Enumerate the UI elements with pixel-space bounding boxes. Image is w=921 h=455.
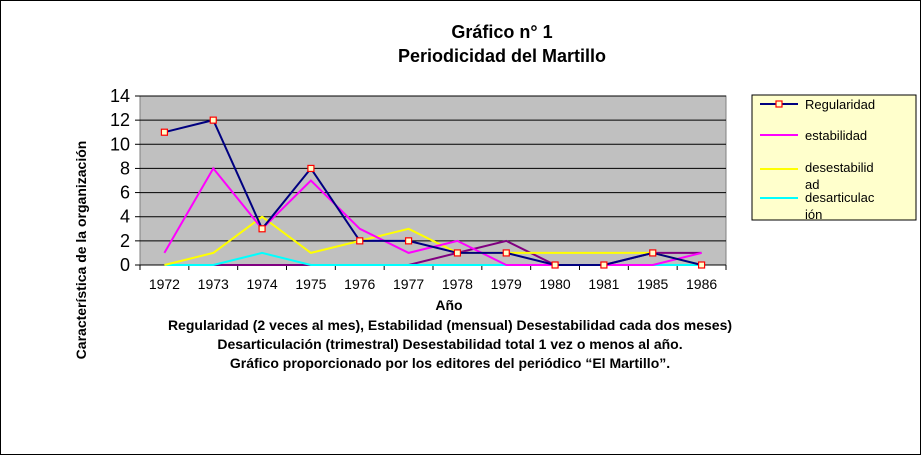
legend-label-estabilidad: estabilidad	[805, 128, 867, 143]
x-axis-ticks: 1972 1973 1974 1975 1976 1977 1978 1979 1980 1981…	[139, 265, 727, 292]
legend-label-desarticulacion-1: desarticulac	[805, 190, 875, 205]
series-point-0	[551, 261, 559, 269]
x-tick-label: 1974	[247, 276, 278, 292]
y-tick-label: 2	[120, 231, 130, 251]
x-tick-label: 1980	[540, 276, 571, 292]
series-point-0	[453, 249, 462, 257]
chart-title-line1: Gráfico n° 1	[451, 22, 552, 42]
series-line-2	[164, 215, 702, 266]
y-tick-label: 6	[120, 183, 130, 203]
series-point-0	[209, 116, 217, 124]
series-point-0	[160, 128, 169, 136]
x-tick-label: 1973	[198, 276, 229, 292]
series-point-0	[404, 237, 413, 245]
x-tick-label: 1975	[295, 276, 326, 292]
series-point-0	[600, 261, 608, 269]
series-point-0	[649, 249, 657, 257]
series-point-0	[502, 249, 510, 257]
y-tick-label: 0	[120, 255, 130, 275]
x-tick-label: 1976	[344, 276, 375, 292]
note-line-1: Regularidad (2 veces al mes), Estabilida…	[168, 317, 732, 333]
y-tick-label: 12	[110, 110, 130, 130]
series-point-0	[356, 237, 364, 245]
x-tick-label: 1978	[442, 276, 473, 292]
x-tick-label: 1985	[637, 276, 668, 292]
legend-marker-regularidad	[775, 100, 783, 108]
legend-label-regularidad: Regularidad	[805, 97, 875, 112]
y-tick-label: 8	[120, 158, 130, 178]
legend-label-desestabilidad-2: ad	[805, 177, 819, 192]
series-point-0	[697, 261, 706, 269]
y-tick-label: 14	[110, 86, 130, 106]
chart-title-line2: Periodicidad del Martillo	[398, 46, 606, 66]
series-lines	[160, 116, 706, 269]
legend: Regularidad estabilidad desestabilid ad …	[751, 94, 917, 222]
plot-area	[139, 95, 727, 266]
y-tick-label: 4	[120, 207, 130, 227]
series-point-0	[307, 164, 315, 173]
y-tick-label: 10	[110, 134, 130, 154]
y-axis-ticks: 0 2 4 6 8 10 12 14	[110, 86, 140, 275]
series-line-0	[164, 118, 702, 266]
x-tick-label: 1986	[686, 276, 717, 292]
y-axis-label: Característica de la organización	[73, 141, 89, 360]
legend-label-desarticulacion-2: ión	[805, 207, 822, 222]
x-tick-label: 1981	[588, 276, 619, 292]
series-point-0	[258, 225, 266, 233]
x-tick-label: 1979	[491, 276, 522, 292]
legend-box	[751, 94, 917, 221]
note-line-2: Desarticulación (trimestral) Desestabili…	[217, 336, 682, 352]
legend-label-desestabilidad-1: desestabilid	[805, 160, 874, 175]
x-axis-label: Año	[435, 297, 462, 313]
note-line-3: Gráfico proporcionado por los editores d…	[230, 355, 670, 371]
x-tick-label: 1972	[149, 276, 180, 292]
x-tick-label: 1977	[393, 276, 424, 292]
